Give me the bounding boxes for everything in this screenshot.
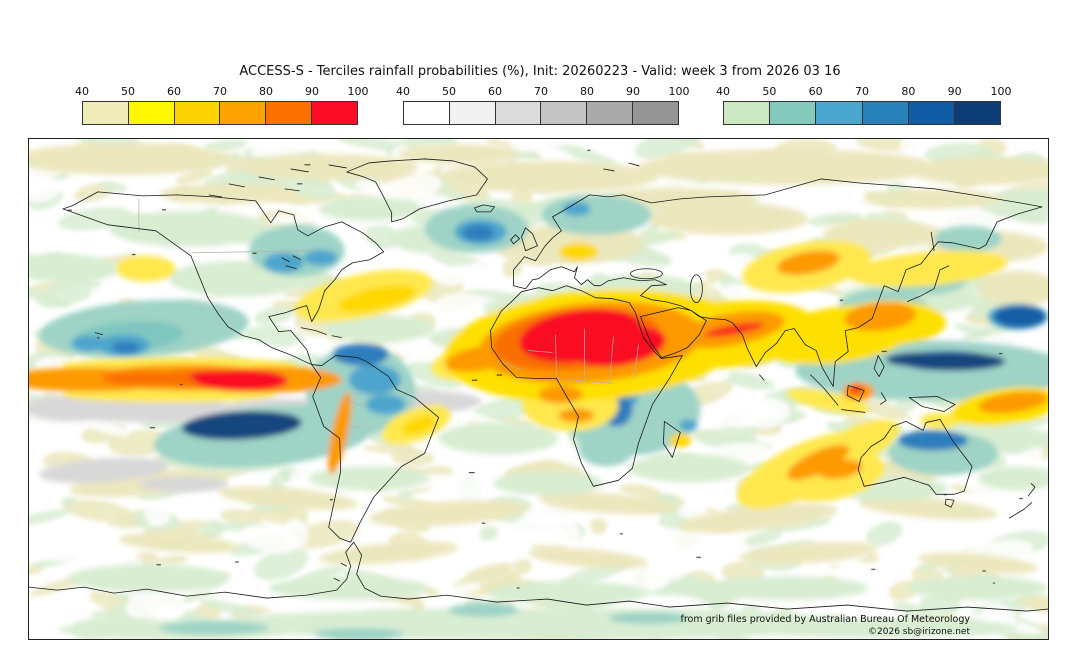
country-borders bbox=[138, 198, 639, 430]
coastline-arabia bbox=[640, 307, 707, 358]
colorbar-tick-label: 50 bbox=[442, 85, 456, 98]
colorbar-segment bbox=[953, 102, 1001, 124]
colorbar-tick-label: 40 bbox=[75, 85, 89, 98]
colorbar-segment bbox=[815, 102, 862, 124]
coastline-north-america bbox=[62, 191, 385, 365]
coastline-caribbean bbox=[300, 327, 342, 338]
colorbar-tick-label: 40 bbox=[396, 85, 410, 98]
colorbar-segment bbox=[219, 102, 266, 124]
colorbar-segment bbox=[769, 102, 816, 124]
colorbar-segment bbox=[861, 102, 908, 124]
coastline-black-sea bbox=[630, 268, 663, 280]
colorbar-segment bbox=[311, 102, 357, 124]
attribution-copyright: ©2026 sb@irizone.net bbox=[868, 627, 970, 637]
coastline-arctic-islands bbox=[94, 162, 765, 582]
colorbar-tick-label: 80 bbox=[580, 85, 594, 98]
colorbar-tick-label: 60 bbox=[167, 85, 181, 98]
colorbar-tick-label: 90 bbox=[626, 85, 640, 98]
colorbar-dry-segments bbox=[82, 101, 358, 125]
colorbar-tick-label: 40 bbox=[716, 85, 730, 98]
world-probability-map bbox=[28, 138, 1049, 640]
colorbar-tick-label: 60 bbox=[488, 85, 502, 98]
coastline-south-america bbox=[311, 355, 439, 543]
coastline-greenland bbox=[346, 158, 488, 223]
colorbar-segment bbox=[907, 102, 954, 124]
colorbar-segment bbox=[586, 102, 633, 124]
probability-anomaly-blobs bbox=[29, 142, 1048, 639]
map-canvas bbox=[29, 139, 1048, 639]
colorbar-tick-label: 90 bbox=[947, 85, 962, 98]
coastline-africa bbox=[490, 285, 683, 487]
colorbar-dry-ticks: 40 50 60 70 80 90 100 bbox=[75, 85, 369, 99]
colorbar-tick-label: 80 bbox=[259, 85, 273, 98]
attribution-source: from grib files provided by Australian B… bbox=[680, 614, 970, 625]
colorbar-tick-label: 50 bbox=[762, 85, 777, 98]
colorbar-segment bbox=[173, 102, 220, 124]
colorbar-segment bbox=[724, 102, 770, 124]
coastline-japan bbox=[906, 231, 950, 303]
colorbar-wet-segments bbox=[723, 101, 1001, 125]
colorbar-segment bbox=[127, 102, 174, 124]
colorbar-tick-label: 80 bbox=[901, 85, 916, 98]
colorbar-tick-label: 70 bbox=[534, 85, 548, 98]
coastline-new-zealand bbox=[1008, 483, 1036, 519]
chart-title: ACCESS-S - Terciles rainfall probabiliti… bbox=[239, 64, 841, 79]
colorbar-segment bbox=[632, 102, 678, 124]
colorbar-normal: 40 50 60 70 80 90 100 bbox=[396, 85, 690, 127]
colorbar-tick-label: 70 bbox=[213, 85, 227, 98]
coastline-eurasia bbox=[513, 178, 1043, 387]
coastline-australia bbox=[857, 419, 973, 508]
colorbar-normal-segments bbox=[403, 101, 679, 125]
colorbar-dry: 40 50 60 70 80 90 100 bbox=[75, 85, 369, 127]
coastline-great-lakes bbox=[281, 255, 301, 270]
small-island-flecks bbox=[67, 149, 1023, 589]
colorbar-tick-label: 60 bbox=[808, 85, 823, 98]
colorbar-wet-ticks: 40 50 60 70 80 90 100 bbox=[716, 85, 1012, 99]
coastline-antarctica bbox=[29, 541, 1048, 612]
coastline-caspian-sea bbox=[689, 274, 703, 304]
colorbar-tick-label: 90 bbox=[305, 85, 319, 98]
colorbar-tick-label: 100 bbox=[990, 85, 1012, 98]
colorbar-tick-label: 100 bbox=[668, 85, 690, 98]
coastline-indonesia bbox=[809, 355, 956, 413]
coastline-uk-ireland bbox=[510, 227, 538, 252]
colorbar-tick-label: 70 bbox=[855, 85, 869, 98]
colorbar-segment bbox=[448, 102, 495, 124]
colorbar-tick-label: 100 bbox=[347, 85, 369, 98]
colorbar-segment bbox=[83, 102, 128, 124]
colorbar-segment bbox=[265, 102, 312, 124]
colorbar-segment bbox=[404, 102, 449, 124]
colorbar-segment bbox=[494, 102, 541, 124]
colorbar-tick-label: 50 bbox=[121, 85, 135, 98]
coastline-madagascar bbox=[662, 421, 681, 458]
colorbar-segment bbox=[540, 102, 587, 124]
coastline-iceland bbox=[474, 204, 495, 213]
coastlines bbox=[29, 158, 1048, 612]
colorbar-wet: 40 50 60 70 80 90 100 bbox=[716, 85, 1012, 127]
colorbar-normal-ticks: 40 50 60 70 80 90 100 bbox=[396, 85, 690, 99]
